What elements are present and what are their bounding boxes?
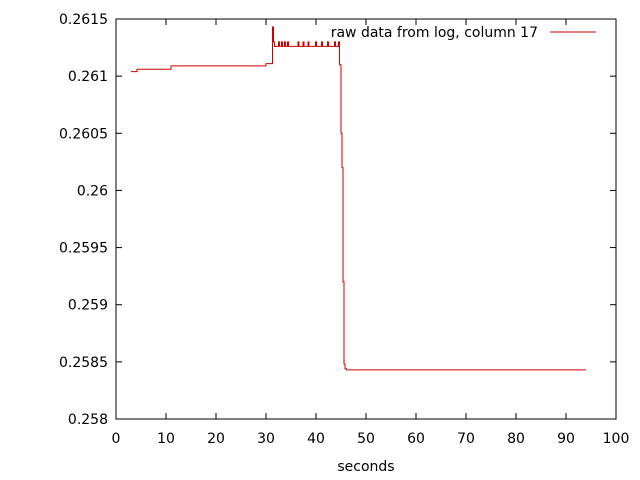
x-tick-label: 80 <box>507 431 525 447</box>
x-tick-label: 70 <box>457 431 475 447</box>
plot-frame <box>115 18 617 420</box>
y-tick-label: 0.2605 <box>59 126 108 142</box>
x-tick-label: 60 <box>407 431 425 447</box>
y-tick-label: 0.2585 <box>59 355 108 371</box>
legend-entry-label: raw data from log, column 17 <box>331 25 538 41</box>
x-axis-ticks: 0 10 20 30 40 50 60 70 80 90 100 <box>112 19 630 447</box>
y-tick-label: 0.2615 <box>59 12 108 28</box>
y-tick-label: 0.259 <box>68 298 108 314</box>
y-tick-label: 0.2595 <box>59 241 108 257</box>
x-axis-label: seconds <box>337 459 394 475</box>
x-tick-label: 100 <box>603 431 630 447</box>
series-line-0 <box>131 26 586 371</box>
series-layer <box>131 26 586 371</box>
x-tick-label: 40 <box>307 431 325 447</box>
x-tick-label: 90 <box>557 431 575 447</box>
x-tick-label: 20 <box>207 431 225 447</box>
x-tick-label: 50 <box>357 431 375 447</box>
x-tick-label: 0 <box>112 431 121 447</box>
y-tick-label: 0.258 <box>68 412 108 428</box>
x-tick-label: 10 <box>157 431 175 447</box>
y-axis-ticks: 0.258 0.2585 0.259 0.2595 0.26 0.2605 0.261 0.2… <box>59 12 616 428</box>
legend: raw data from log, column 17 <box>331 25 596 41</box>
y-tick-label: 0.26 <box>77 183 108 199</box>
y-tick-label: 0.261 <box>68 69 108 85</box>
x-tick-label: 30 <box>257 431 275 447</box>
